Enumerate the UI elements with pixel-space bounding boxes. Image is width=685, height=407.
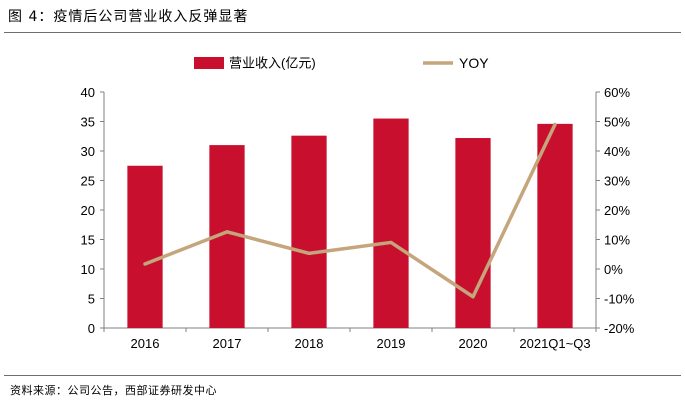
- figure-title: 图 4：疫情后公司营业收入反弹显著: [8, 9, 249, 25]
- x-axis-tick-label: 2019: [377, 336, 406, 351]
- legend-bar-swatch: [194, 57, 224, 69]
- yoy-line-series: [143, 122, 557, 299]
- chart-legend: 营业收入(亿元) YOY: [194, 55, 489, 71]
- revenue-bar: [537, 123, 573, 328]
- x-axis-tick-label: 2020: [459, 336, 488, 351]
- right-axis-tick-label: 40%: [604, 144, 630, 159]
- revenue-bar: [127, 165, 163, 328]
- left-axis-tick-label: 40: [81, 85, 95, 100]
- legend-line-label: YOY: [459, 55, 489, 71]
- yoy-point: [143, 262, 147, 266]
- x-axis-tick-label: 2021Q1~Q3: [519, 336, 590, 351]
- left-axis-tick-label: 30: [81, 144, 95, 159]
- right-axis-tick-label: 30%: [604, 174, 630, 189]
- right-axis-tick-label: 20%: [604, 203, 630, 218]
- right-axis-tick-label: 10%: [604, 233, 630, 248]
- right-axis-tick-label: -20%: [604, 321, 635, 336]
- yoy-point: [225, 230, 229, 234]
- left-axis-tick-label: 10: [81, 262, 95, 277]
- right-axis-tick-label: 60%: [604, 85, 630, 100]
- revenue-bar: [373, 118, 409, 328]
- x-axis-tick-label: 2016: [131, 336, 160, 351]
- left-axis-tick-label: 5: [88, 292, 95, 307]
- revenue-bar: [455, 138, 491, 328]
- top-divider: [4, 32, 681, 33]
- yoy-point: [553, 122, 557, 127]
- right-axis-tick-label: 50%: [604, 115, 630, 130]
- revenue-bar: [291, 135, 327, 328]
- bottom-divider: [4, 375, 681, 376]
- right-axis-tick-label: 0%: [604, 262, 623, 277]
- revenue-yoy-chart: 营业收入(亿元) YOY 0 5 10 15 20 25 30 35 40 -20% -10% 0% 1…: [81, 55, 635, 351]
- right-axis-tick-label: -10%: [604, 292, 635, 307]
- left-axis-tick-label: 15: [81, 233, 95, 248]
- yoy-point: [471, 295, 475, 299]
- left-axis-tick-label: 0: [88, 321, 95, 336]
- x-axis-tick-label: 2018: [295, 336, 324, 351]
- source-note: 资料来源：公司公告，西部证券研发中心: [10, 384, 217, 397]
- left-axis-tick-label: 35: [81, 115, 95, 130]
- legend-bar-label: 营业收入(亿元): [229, 56, 316, 71]
- left-axis-tick-label: 25: [81, 174, 95, 189]
- x-axis-tick-label: 2017: [213, 336, 242, 351]
- yoy-point: [307, 251, 311, 255]
- yoy-line: [143, 122, 557, 299]
- chart-axes: 0 5 10 15 20 25 30 35 40 -20% -10% 0% 10% 20% 30% 40% 50…: [81, 85, 635, 351]
- left-axis-tick-label: 20: [81, 203, 95, 218]
- yoy-point: [389, 240, 393, 245]
- revenue-bars: [127, 118, 573, 328]
